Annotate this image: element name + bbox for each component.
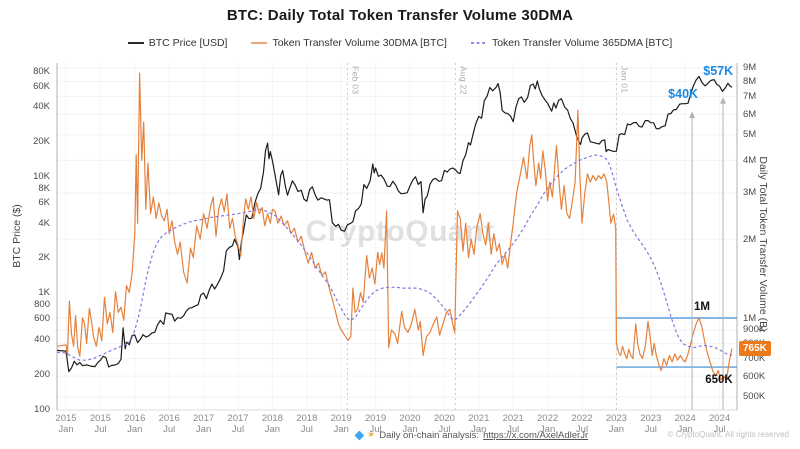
x-tick-label: 2016 Jan bbox=[124, 413, 146, 435]
copyright-notice: © CryptoQuant. All rights reserved bbox=[667, 430, 790, 439]
y-tick-label-right: 700K bbox=[743, 353, 766, 365]
level-label-1m: 1M bbox=[694, 301, 710, 313]
x-tick-label: 2019 Jul bbox=[365, 413, 387, 435]
x-tick-label: 2015 Jul bbox=[89, 413, 111, 435]
y-tick-label-right: 5M bbox=[743, 129, 757, 141]
y-tick-label-left: 60K bbox=[33, 80, 50, 92]
page-title: BTC: Daily Total Token Transfer Volume 3… bbox=[226, 7, 574, 24]
x-tick-label: 2024 Jan bbox=[674, 413, 696, 435]
y-tick-label-right: 900K bbox=[743, 324, 766, 336]
latest-value-badge: 765K bbox=[739, 340, 771, 356]
x-tick-label: 2017 Jan bbox=[193, 413, 215, 435]
btc-price-line bbox=[57, 75, 733, 373]
y-tick-label-left: 10K bbox=[33, 171, 50, 183]
left-axis-title: BTC Price ($) bbox=[11, 204, 23, 268]
y-tick-label-left: 100 bbox=[34, 403, 50, 415]
y-tick-label-right: 4M bbox=[743, 154, 757, 166]
legend: BTC Price [USD] Token Transfer Volume 30… bbox=[0, 37, 800, 49]
level-label-650k: 650K bbox=[705, 374, 733, 387]
x-tick-label: 2020 Jan bbox=[399, 413, 421, 435]
y-tick-label-right: 9M bbox=[743, 62, 757, 74]
footer-text: Daily on-chain analysis: bbox=[379, 430, 480, 441]
x-tick-label: 2023 Jul bbox=[640, 413, 662, 435]
callout-arrow-head-icon bbox=[720, 97, 727, 104]
y-tick-label-right: 8M bbox=[743, 75, 757, 87]
y-tick-label-right: 3M bbox=[743, 187, 757, 199]
x-tick-label: 2021 Jul bbox=[502, 413, 524, 435]
y-tick-label-right: 1M bbox=[743, 312, 757, 324]
event-line-label: Jan 01 bbox=[619, 66, 630, 94]
x-tick-label: 2022 Jul bbox=[571, 413, 593, 435]
x-tick-label: 2017 Jul bbox=[227, 413, 249, 435]
footer-link[interactable]: https://x.com/AxelAdlerJr bbox=[483, 430, 589, 441]
legend-label: BTC Price [USD] bbox=[148, 37, 228, 49]
legend-label: Token Transfer Volume 365DMA [BTC] bbox=[491, 37, 673, 49]
x-tick-label: 2018 Jan bbox=[261, 413, 283, 435]
x-tick-label: 2015 Jan bbox=[55, 413, 77, 435]
price-callout-40k: $40K bbox=[668, 86, 699, 101]
y-tick-label-right: 500K bbox=[743, 391, 766, 403]
y-tick-label-left: 6K bbox=[38, 197, 50, 209]
purple-dashed-swatch-icon bbox=[470, 42, 487, 44]
x-tick-label: 2024 Jul bbox=[709, 413, 731, 435]
orange-line-swatch-icon bbox=[251, 42, 268, 44]
y-tick-label-right: 600K bbox=[743, 370, 766, 382]
volume-365dma-line bbox=[57, 154, 733, 361]
right-axis-title: Daily Total Token Transfer Volume (B) bbox=[757, 156, 769, 332]
legend-label: Token Transfer Volume 30DMA [BTC] bbox=[272, 37, 447, 49]
y-tick-label-left: 800 bbox=[34, 298, 50, 310]
event-line-label: Feb 03 bbox=[350, 66, 361, 95]
x-tick-label: 2021 Jan bbox=[468, 413, 490, 435]
legend-item-btc-price: BTC Price [USD] bbox=[127, 37, 228, 49]
x-tick-label: 2019 Jan bbox=[330, 413, 352, 435]
y-tick-label-left: 80K bbox=[33, 66, 50, 78]
x-tick-label: 2016 Jul bbox=[158, 413, 180, 435]
legend-item-volume-30dma: Token Transfer Volume 30DMA [BTC] bbox=[251, 37, 447, 49]
y-tick-label-right: 7M bbox=[743, 91, 757, 103]
y-tick-label-left: 200 bbox=[34, 368, 50, 380]
legend-item-volume-365dma: Token Transfer Volume 365DMA [BTC] bbox=[470, 37, 673, 49]
blue-diamond-icon bbox=[354, 430, 365, 441]
x-tick-label: 2018 Jul bbox=[296, 413, 318, 435]
x-tick-label: 2022 Jan bbox=[537, 413, 559, 435]
price-callout-57k: $57K bbox=[703, 64, 734, 79]
y-tick-label-left: 400 bbox=[34, 333, 50, 345]
x-tick-label: 2023 Jan bbox=[605, 413, 627, 435]
callout-arrow-head-icon bbox=[689, 111, 696, 119]
y-tick-label-right: 6M bbox=[743, 108, 757, 120]
event-line-label: Aug 22 bbox=[458, 66, 469, 95]
y-tick-label-left: 600 bbox=[34, 313, 50, 325]
y-tick-label-left: 4K bbox=[38, 217, 50, 229]
y-tick-label-right: 2M bbox=[743, 233, 757, 245]
y-tick-label-left: 20K bbox=[33, 136, 50, 148]
y-tick-label-left: 40K bbox=[33, 101, 50, 113]
y-tick-label-left: 2K bbox=[38, 252, 50, 264]
x-tick-label: 2020 Jul bbox=[433, 413, 455, 435]
black-line-swatch-icon bbox=[127, 42, 144, 44]
footer-note: ✶ Daily on-chain analysis: https://x.com… bbox=[354, 429, 589, 441]
y-tick-label-left: 8K bbox=[38, 182, 50, 194]
raised-hands-icon: ✶ bbox=[366, 429, 376, 441]
y-tick-label-left: 1K bbox=[38, 287, 50, 299]
volume-30dma-line bbox=[57, 72, 733, 381]
